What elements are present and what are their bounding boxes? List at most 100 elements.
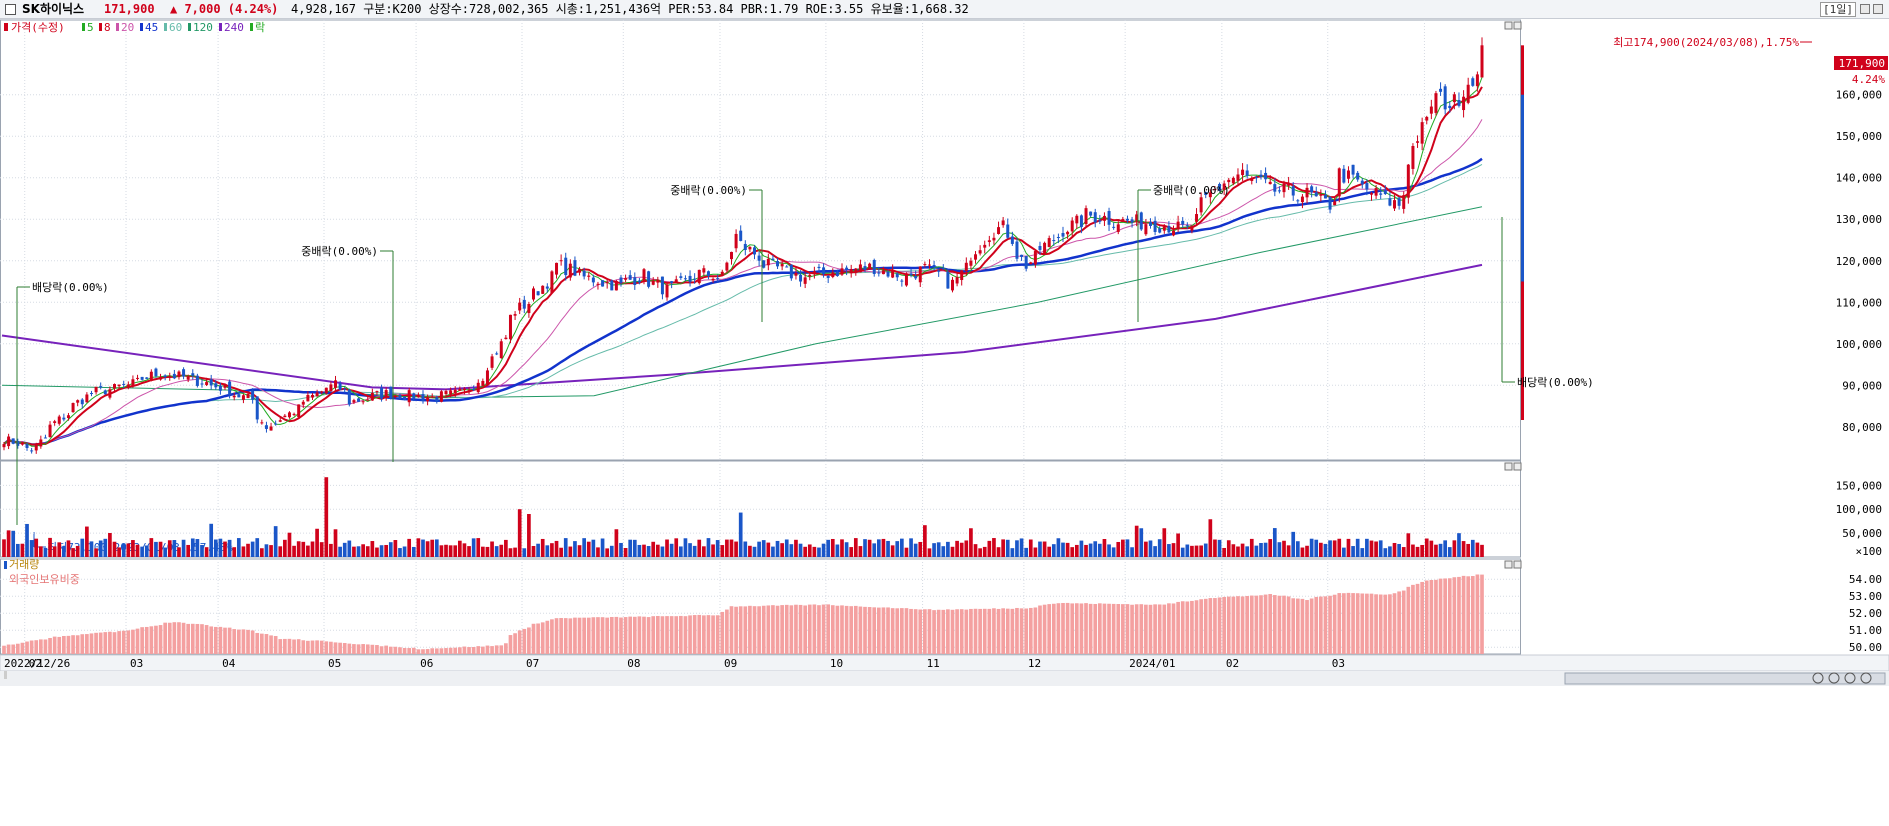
volume-bar (1401, 547, 1406, 557)
event-annotation-label: 배당락(0.00%) (32, 281, 109, 294)
foreign-bar (1429, 579, 1434, 654)
volume-bar (955, 540, 959, 557)
foreign-bar (232, 629, 237, 654)
candle (946, 271, 950, 289)
candle (48, 424, 52, 438)
x-tick-label: 11 (927, 657, 940, 670)
candle (794, 272, 798, 276)
volume-bar (494, 546, 499, 557)
volume-bar (913, 543, 918, 557)
candle (1079, 215, 1083, 227)
volume-bar (292, 545, 296, 557)
foreign-bar (29, 640, 34, 654)
volume-bar (1452, 540, 1457, 557)
select-checkbox[interactable] (5, 4, 16, 15)
candle (1439, 88, 1443, 92)
candle (393, 395, 397, 397)
candle (407, 390, 411, 403)
foreign-bar (651, 616, 656, 654)
foreign-bar (1277, 595, 1282, 654)
candle (683, 278, 687, 280)
foreign-bar (62, 635, 66, 654)
foreign-bar (94, 632, 98, 654)
volume-bar (11, 530, 16, 557)
volume-bar (1268, 539, 1273, 557)
candle (858, 264, 862, 273)
candle (601, 280, 605, 287)
foreign-bar (126, 630, 131, 654)
volume-bar (573, 541, 577, 557)
foreign-bar (683, 616, 688, 654)
volume-bar (1194, 545, 1199, 557)
volume-bar (425, 541, 430, 557)
candle (34, 443, 38, 451)
volume-bar (1038, 541, 1042, 557)
candle (596, 283, 600, 285)
volume-bar (596, 547, 600, 557)
foreign-bar (982, 608, 987, 654)
foreign-bar (1263, 594, 1268, 654)
volume-bar (923, 525, 927, 557)
candle (76, 400, 80, 403)
candle (1310, 186, 1314, 193)
x-tick-label: 06 (420, 657, 433, 670)
candle (1010, 236, 1014, 244)
close-icon[interactable] (1873, 4, 1883, 14)
axis-range-bar (1521, 94, 1524, 282)
volume-bar (20, 543, 25, 557)
volume-bar (476, 538, 481, 557)
period-selector[interactable]: [1일] (1820, 2, 1856, 17)
volume-bar (655, 544, 660, 557)
current-pct-tag-label: 4.24% (1852, 73, 1885, 86)
volume-bar (434, 539, 439, 557)
volume-bar (278, 546, 283, 557)
foreign-bar (904, 608, 909, 654)
foreign-bar (1185, 601, 1190, 654)
candle (1006, 224, 1010, 238)
foreign-bar (167, 622, 172, 654)
volume-bar (1319, 542, 1323, 557)
legend-marker (4, 561, 7, 569)
candle (2, 444, 6, 448)
volume-bar (835, 544, 840, 557)
foreign-bar (738, 606, 743, 654)
foreign-bar (927, 609, 932, 654)
candle (1167, 225, 1171, 233)
candle (545, 286, 549, 289)
volume-bar (1346, 538, 1351, 557)
foreign-bar (319, 640, 324, 654)
legend-marker (250, 23, 253, 31)
volume-bar (338, 546, 342, 557)
stock-name[interactable]: SK하이닉스 (22, 2, 85, 16)
candle (1144, 224, 1148, 235)
volume-bar (1084, 544, 1088, 557)
volume-bar (881, 538, 886, 557)
candle (780, 263, 784, 267)
volume-bar (457, 540, 462, 557)
volume-bar (817, 547, 821, 557)
volume-bar (310, 541, 315, 557)
foreign-bar (1194, 600, 1199, 654)
volume-bar (1328, 540, 1332, 557)
foreign-bar (444, 648, 448, 654)
candle (237, 394, 241, 398)
foreign-bar (1028, 607, 1033, 654)
foreign-bar (1153, 604, 1157, 654)
volume-bar (1277, 542, 1282, 557)
volume-bar (1323, 543, 1328, 557)
candle (1195, 214, 1199, 222)
minimize-icon[interactable] (1860, 4, 1870, 14)
foreign-bar (1226, 596, 1231, 654)
foreign-bar (1231, 596, 1236, 654)
foreign-bar (1199, 599, 1203, 654)
volume-bar (642, 544, 646, 557)
volume-bar (1130, 547, 1134, 557)
candle (960, 270, 964, 281)
candle (665, 284, 669, 298)
event-annotation-label: 배당락(0.00%) (1517, 376, 1594, 389)
volume-bar (941, 546, 946, 557)
volume-bar (1185, 544, 1190, 557)
volume-bar (223, 541, 227, 557)
candle (94, 386, 98, 393)
